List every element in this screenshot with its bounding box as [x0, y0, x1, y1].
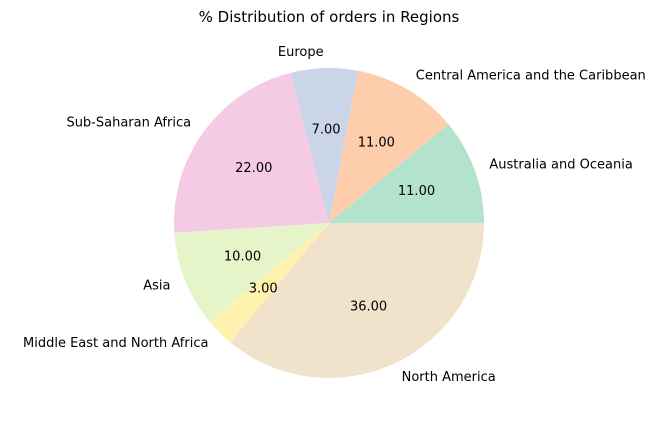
- category-label-sub-saharan-africa: Sub-Saharan Africa: [66, 115, 191, 130]
- slice-sub-saharan-africa: [174, 72, 329, 233]
- category-label-north-america: North America: [402, 370, 496, 385]
- slice-europe: [290, 68, 359, 223]
- value-label-north-america: 36.00: [350, 300, 387, 315]
- slice-australia-and-oceania: [329, 124, 484, 223]
- category-label-europe: Europe: [278, 45, 324, 60]
- value-label-middle-east-and-north-africa: 3.00: [249, 281, 278, 296]
- category-label-middle-east-and-north-africa: Middle East and North Africa: [23, 336, 208, 351]
- value-label-asia: 10.00: [224, 250, 261, 265]
- category-label-asia: Asia: [143, 278, 170, 293]
- value-label-sub-saharan-africa: 22.00: [235, 161, 272, 176]
- pie-slices: [174, 68, 484, 378]
- value-label-europe: 7.00: [312, 123, 341, 138]
- slice-middle-east-and-north-africa: [209, 223, 329, 343]
- category-label-central-america-and-the-caribbean: Central America and the Caribbean: [416, 69, 646, 84]
- chart-title: % Distribution of orders in Regions: [199, 8, 460, 26]
- slice-north-america: [230, 223, 484, 378]
- slice-asia: [174, 223, 329, 322]
- value-label-australia-and-oceania: 11.00: [398, 184, 435, 199]
- slice-central-america-and-the-caribbean: [329, 70, 449, 223]
- pie-labels: 11.00 Australia and Oceania 11.00 Central A…: [23, 45, 646, 385]
- value-label-central-america-and-the-caribbean: 11.00: [358, 135, 395, 150]
- category-label-australia-and-oceania: Australia and Oceania: [489, 158, 632, 173]
